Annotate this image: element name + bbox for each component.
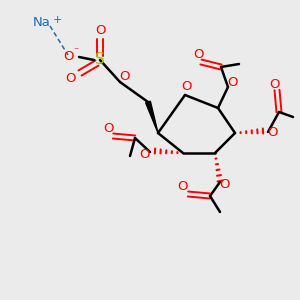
Polygon shape bbox=[146, 101, 158, 133]
Text: O: O bbox=[64, 50, 74, 64]
Text: O: O bbox=[120, 70, 130, 83]
Text: O: O bbox=[178, 181, 188, 194]
Text: O: O bbox=[194, 47, 204, 61]
Text: O: O bbox=[270, 79, 280, 92]
Text: S: S bbox=[95, 52, 105, 68]
Text: O: O bbox=[66, 73, 76, 85]
Text: Na: Na bbox=[33, 16, 51, 28]
Text: O: O bbox=[228, 76, 238, 89]
Text: O: O bbox=[182, 80, 192, 94]
Text: +: + bbox=[52, 15, 62, 25]
Text: O: O bbox=[219, 178, 229, 190]
Text: O: O bbox=[140, 148, 150, 161]
Text: O: O bbox=[268, 125, 278, 139]
Text: O: O bbox=[95, 25, 105, 38]
Text: O: O bbox=[103, 122, 113, 134]
Text: ⁻: ⁻ bbox=[74, 46, 79, 56]
